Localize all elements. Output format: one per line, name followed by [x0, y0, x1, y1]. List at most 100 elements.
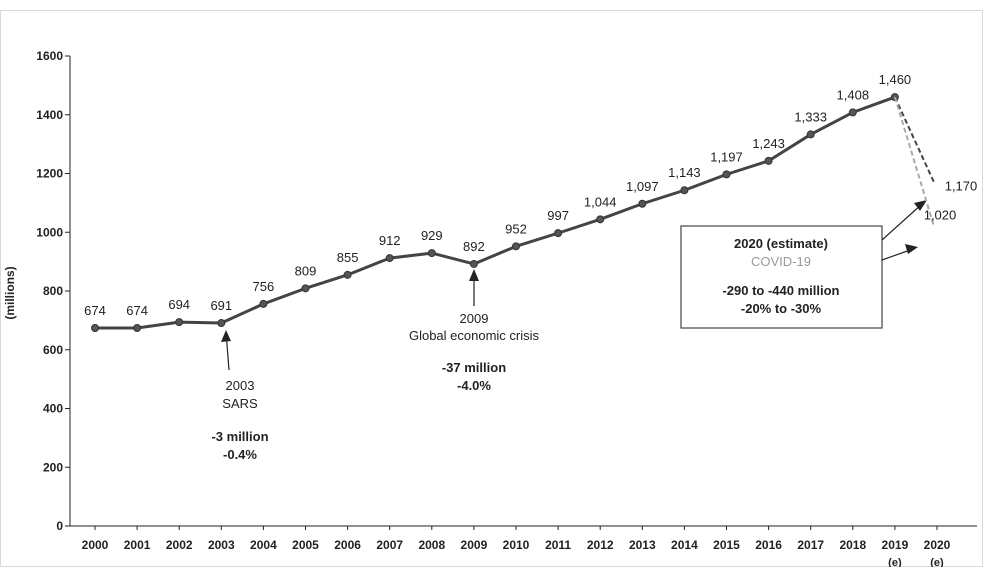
x-tick-label: 2012 — [587, 538, 614, 552]
y-tick-label: 600 — [43, 343, 63, 357]
data-label: 809 — [295, 263, 317, 278]
covid-box — [680, 225, 883, 329]
data-label: 1,044 — [584, 194, 617, 209]
x-tick-label: 2010 — [503, 538, 530, 552]
data-point — [554, 229, 563, 238]
crisis-change: -37 million — [442, 360, 506, 375]
data-point — [764, 156, 773, 165]
data-point — [806, 130, 815, 139]
x-tick-label: 2016 — [755, 538, 782, 552]
sars-year: 2003 — [226, 378, 255, 393]
data-label: 1,460 — [879, 72, 912, 87]
data-point — [343, 270, 352, 279]
x-tick-label: 2015 — [713, 538, 740, 552]
estimate-label-low: 1,020 — [924, 207, 957, 222]
data-point — [722, 170, 731, 179]
data-label: 694 — [168, 297, 190, 312]
x-tick-label: 2009 — [461, 538, 488, 552]
covid-pct: -20% to -30% — [741, 301, 822, 316]
data-label: 929 — [421, 228, 443, 243]
x-tick-label: 2019 — [882, 538, 909, 552]
y-tick-label: 400 — [43, 402, 63, 416]
sars-arrowhead — [221, 330, 231, 342]
crisis-event: Global economic crisis — [409, 328, 540, 343]
y-tick-label: 200 — [43, 460, 63, 474]
y-tick-label: 0 — [56, 519, 63, 533]
covid-title: 2020 (estimate) — [734, 236, 828, 251]
y-axis-label: (millions) — [3, 266, 17, 319]
data-label: 1,197 — [710, 149, 743, 164]
x-tick-label: 2007 — [376, 538, 403, 552]
crisis-year: 2009 — [460, 311, 489, 326]
data-point — [638, 199, 647, 208]
data-point — [133, 324, 142, 333]
data-point — [259, 299, 268, 308]
covid-event: COVID-19 — [751, 254, 811, 269]
x-tick-label: 2013 — [629, 538, 656, 552]
data-label: 855 — [337, 250, 359, 265]
x-tick-label: 2004 — [250, 538, 277, 552]
sars-annotation: 2003 SARS -3 million -0.4% — [211, 330, 269, 462]
data-point — [385, 254, 394, 263]
data-point — [91, 324, 99, 333]
x-tick-label: 2005 — [292, 538, 319, 552]
covid-arrow-high — [881, 203, 923, 241]
estimates-layer: 1,170 1,020 — [893, 96, 978, 227]
data-label: 756 — [253, 279, 275, 294]
x-tick-label: 2018 — [839, 538, 866, 552]
y-tick-label: 1600 — [36, 49, 63, 63]
x-tick-label: 2003 — [208, 538, 235, 552]
x-tick-label: 2014 — [671, 538, 698, 552]
crisis-pct: -4.0% — [457, 378, 491, 393]
estimate-line — [893, 96, 935, 227]
y-tick-label: 1000 — [36, 225, 63, 239]
x-tick-label: 2011 — [545, 538, 571, 552]
data-point — [301, 284, 310, 293]
data-label: 1,143 — [668, 165, 701, 180]
estimate-label-high: 1,170 — [945, 178, 978, 193]
data-point — [680, 186, 689, 195]
data-point — [427, 249, 436, 258]
data-point — [469, 259, 478, 268]
data-label: 1,333 — [794, 109, 827, 124]
x-tick-sublabel: (e) — [930, 557, 944, 567]
x-tick-sublabel: (e) — [888, 557, 902, 567]
x-tick-label: 2001 — [124, 538, 151, 552]
axes: 0 200 400 600 800 1000 1200 1400 1600 2000 2001 200… — [36, 49, 977, 567]
data-point — [848, 108, 857, 117]
crisis-annotation: 2009 Global economic crisis -37 million … — [409, 269, 540, 393]
data-point — [217, 319, 226, 328]
covid-annotation: 2020 (estimate) COVID-19 -290 to -440 mi… — [680, 200, 927, 329]
sars-change: -3 million — [211, 429, 268, 444]
data-label: 1,408 — [837, 87, 870, 102]
covid-change: -290 to -440 million — [722, 283, 839, 298]
x-tick-label: 2000 — [82, 538, 109, 552]
x-tick-label: 2006 — [334, 538, 361, 552]
series-line — [95, 95, 896, 330]
x-tick-label: 2020 — [924, 538, 951, 552]
sars-event: SARS — [222, 396, 258, 411]
data-label: 912 — [379, 233, 401, 248]
data-label: 892 — [463, 239, 485, 254]
estimate-line — [893, 96, 935, 183]
x-tick-label: 2008 — [418, 538, 445, 552]
y-tick-label: 1400 — [36, 108, 63, 122]
x-tick-label: 2002 — [166, 538, 193, 552]
data-point — [512, 242, 520, 251]
data-label: 674 — [84, 303, 106, 318]
y-tick-label: 1200 — [36, 167, 63, 181]
data-label: 691 — [210, 298, 232, 313]
crisis-arrowhead — [469, 269, 479, 281]
data-label: 952 — [505, 221, 527, 236]
y-tick-label: 800 — [43, 284, 63, 298]
data-label: 674 — [126, 303, 148, 318]
covid-arrowhead-high — [914, 200, 927, 211]
data-point — [175, 318, 184, 327]
data-label: 997 — [547, 208, 569, 223]
data-labels-layer: 674 674 694 691 756 809 855 912 929 892 952 997 1,04… — [84, 72, 911, 318]
data-label: 1,243 — [752, 136, 785, 151]
covid-arrowhead-low — [905, 244, 918, 254]
x-tick-label: 2017 — [797, 538, 824, 552]
data-point — [596, 215, 605, 224]
